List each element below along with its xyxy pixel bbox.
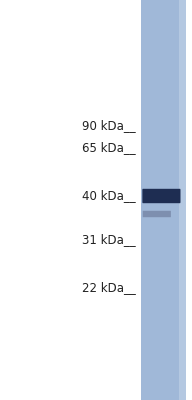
FancyBboxPatch shape	[143, 211, 171, 217]
Text: 31 kDa__: 31 kDa__	[82, 234, 135, 246]
Bar	[141, 0, 186, 400]
Text: 22 kDa__: 22 kDa__	[82, 282, 135, 294]
Bar	[180, 0, 186, 400]
Text: 90 kDa__: 90 kDa__	[82, 120, 135, 132]
FancyBboxPatch shape	[142, 189, 180, 203]
Text: 40 kDa__: 40 kDa__	[82, 190, 135, 202]
Text: 65 kDa__: 65 kDa__	[82, 142, 135, 154]
